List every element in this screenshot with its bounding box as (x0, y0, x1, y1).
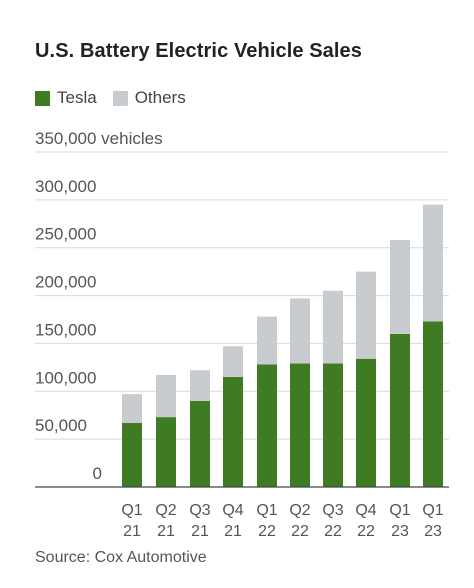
bar-others (122, 394, 142, 423)
legend: Tesla Others (35, 88, 202, 108)
bar-others (323, 290, 343, 364)
bar-tesla (390, 333, 410, 487)
x-tick-label-year: 21 (157, 523, 175, 540)
x-tick-label-year: 22 (357, 523, 375, 540)
bar-others (190, 370, 210, 401)
bar-tesla (122, 422, 142, 487)
bar-tesla (423, 321, 443, 487)
bar-tesla (356, 358, 376, 487)
bar-others (423, 204, 443, 322)
x-tick-label-quarter: Q2 (155, 502, 176, 519)
legend-label-tesla: Tesla (57, 88, 97, 107)
x-tick-label-quarter: Q2 (289, 502, 310, 519)
bar-others (356, 271, 376, 359)
y-tick-label: 50,000 (35, 416, 87, 435)
x-tick-label-year: 22 (258, 523, 276, 540)
x-tick-label-year: 23 (391, 523, 409, 540)
x-tick-label-quarter: Q1 (256, 502, 277, 519)
y-tick-label: 250,000 (35, 225, 96, 244)
x-tick-label-year: 21 (123, 523, 141, 540)
source-note: Source: Cox Automotive (35, 549, 207, 566)
x-tick-label-quarter: Q4 (355, 502, 376, 519)
legend-item-tesla: Tesla (35, 88, 97, 108)
bar-others (223, 346, 243, 377)
legend-swatch-others (112, 90, 128, 106)
y-tick-label: 350,000 vehicles (35, 129, 163, 148)
x-tick-label-quarter: Q1 (121, 502, 142, 519)
bar-tesla (323, 363, 343, 487)
bar-tesla (290, 363, 310, 487)
bar-tesla (223, 376, 243, 487)
x-tick-label-year: 22 (291, 523, 309, 540)
y-tick-label: 150,000 (35, 320, 96, 339)
bar-others (290, 298, 310, 364)
y-tick-label: 0 (93, 464, 102, 483)
x-tick-label-quarter: Q1 (422, 502, 443, 519)
y-tick-label: 300,000 (35, 177, 96, 196)
y-tick-label: 100,000 (35, 368, 96, 387)
bar-others (156, 375, 176, 418)
x-tick-label-quarter: Q3 (189, 502, 210, 519)
bar-tesla (156, 417, 176, 487)
bar-tesla (257, 364, 277, 487)
x-tick-label-quarter: Q3 (322, 502, 343, 519)
chart-title: U.S. Battery Electric Vehicle Sales (35, 40, 363, 62)
legend-item-others: Others (112, 88, 186, 108)
y-tick-label: 200,000 (35, 273, 96, 292)
x-tick-label-year: 23 (424, 523, 442, 540)
x-tick-label-year: 22 (324, 523, 342, 540)
x-tick-label-year: 21 (191, 523, 209, 540)
bar-tesla (190, 400, 210, 487)
bar-others (257, 316, 277, 365)
x-tick-label-year: 21 (224, 523, 242, 540)
x-tick-label-quarter: Q4 (222, 502, 243, 519)
x-tick-label-quarter: Q1 (389, 502, 410, 519)
legend-label-others: Others (134, 88, 186, 107)
legend-swatch-tesla (35, 90, 50, 106)
bar-others (390, 240, 410, 334)
